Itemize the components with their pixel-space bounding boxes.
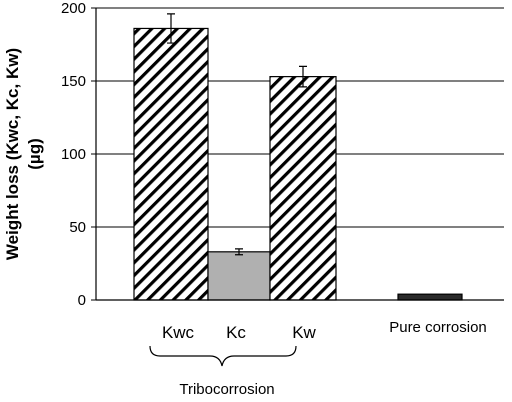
bars [133, 27, 463, 301]
y-tick-label: 150 [61, 73, 86, 90]
category-label: Kw [292, 323, 316, 342]
group-label: Tribocorrosion [179, 381, 274, 398]
y-axis-title-line-1: Weight loss (Kwc, Kc, Kw) [3, 48, 22, 260]
y-axis-title-line-2: (µg) [25, 138, 44, 170]
bar-kc [207, 251, 271, 301]
y-ticks: 0 50 100 150 200 [61, 0, 96, 309]
y-tick-label: 0 [78, 292, 86, 309]
y-tick-label: 50 [69, 219, 86, 236]
category-label: Kwc [162, 323, 195, 342]
error-bar [167, 13, 175, 44]
error-bars [167, 13, 307, 256]
bar-kwc [133, 27, 209, 301]
y-tick-label: 100 [61, 146, 86, 163]
bar-kw [269, 76, 337, 301]
group-brace [149, 345, 297, 367]
error-bar [299, 65, 307, 88]
category-labels: Kwc Kc Kw Pure corrosion [162, 319, 487, 342]
category-label: Pure corrosion [389, 319, 487, 336]
error-bar [235, 248, 243, 256]
y-tick-label: 200 [61, 0, 86, 17]
category-label: Kc [226, 323, 246, 342]
bar-pure-corrosion [397, 293, 463, 301]
